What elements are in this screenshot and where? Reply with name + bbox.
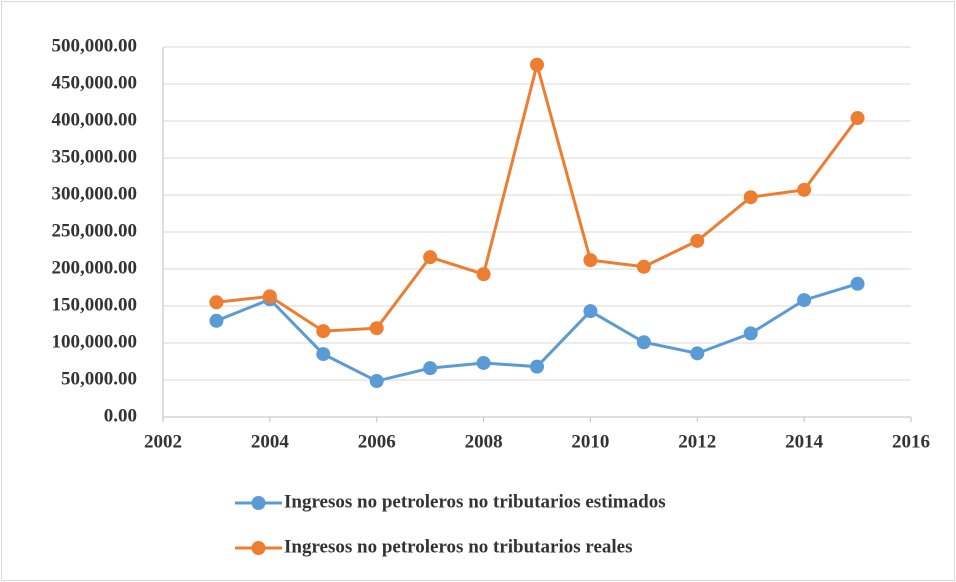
x-tick-label: 2012 [678, 431, 716, 452]
legend-label: Ingresos no petroleros no tributarios es… [284, 491, 666, 512]
point [530, 359, 544, 374]
point [423, 250, 438, 265]
point [690, 346, 705, 361]
y-tick-label: 200,000.00 [52, 257, 138, 278]
y-tick-label: 0.00 [104, 405, 137, 426]
x-tick-label: 2002 [144, 431, 182, 452]
point [316, 347, 331, 362]
point [583, 253, 598, 268]
x-tick-label: 2008 [465, 431, 503, 452]
y-tick-label: 50,000.00 [61, 368, 137, 389]
y-tick-label: 300,000.00 [52, 183, 138, 204]
point [316, 324, 331, 339]
point [636, 335, 651, 350]
point [209, 295, 224, 310]
point [797, 182, 812, 197]
legend-marker [251, 541, 266, 555]
y-tick-label: 100,000.00 [52, 331, 138, 352]
y-tick-label: 400,000.00 [52, 109, 138, 130]
y-tick-label: 150,000.00 [52, 294, 138, 315]
legend-marker [251, 496, 266, 510]
point [530, 57, 544, 72]
x-tick-label: 2006 [358, 431, 396, 452]
legend-label: Ingresos no petroleros no tributarios re… [284, 536, 633, 557]
point [690, 233, 705, 248]
point [369, 374, 384, 389]
x-tick-label: 2016 [892, 431, 930, 452]
point [743, 326, 758, 341]
y-tick-label: 500,000.00 [52, 35, 138, 56]
x-tick-label: 2004 [251, 431, 290, 452]
point [369, 321, 384, 336]
point [583, 304, 598, 319]
x-tick-label: 2014 [785, 431, 824, 452]
y-tick-label: 450,000.00 [52, 72, 138, 93]
point [209, 313, 224, 328]
point [850, 111, 865, 126]
point [423, 361, 438, 376]
point [743, 190, 758, 205]
point [797, 293, 812, 308]
point [476, 267, 491, 282]
point [850, 276, 865, 291]
y-tick-label: 250,000.00 [52, 220, 138, 241]
point [636, 259, 651, 274]
point [262, 289, 277, 304]
x-tick-label: 2010 [571, 431, 609, 452]
point [476, 355, 491, 370]
y-tick-label: 350,000.00 [52, 146, 138, 167]
